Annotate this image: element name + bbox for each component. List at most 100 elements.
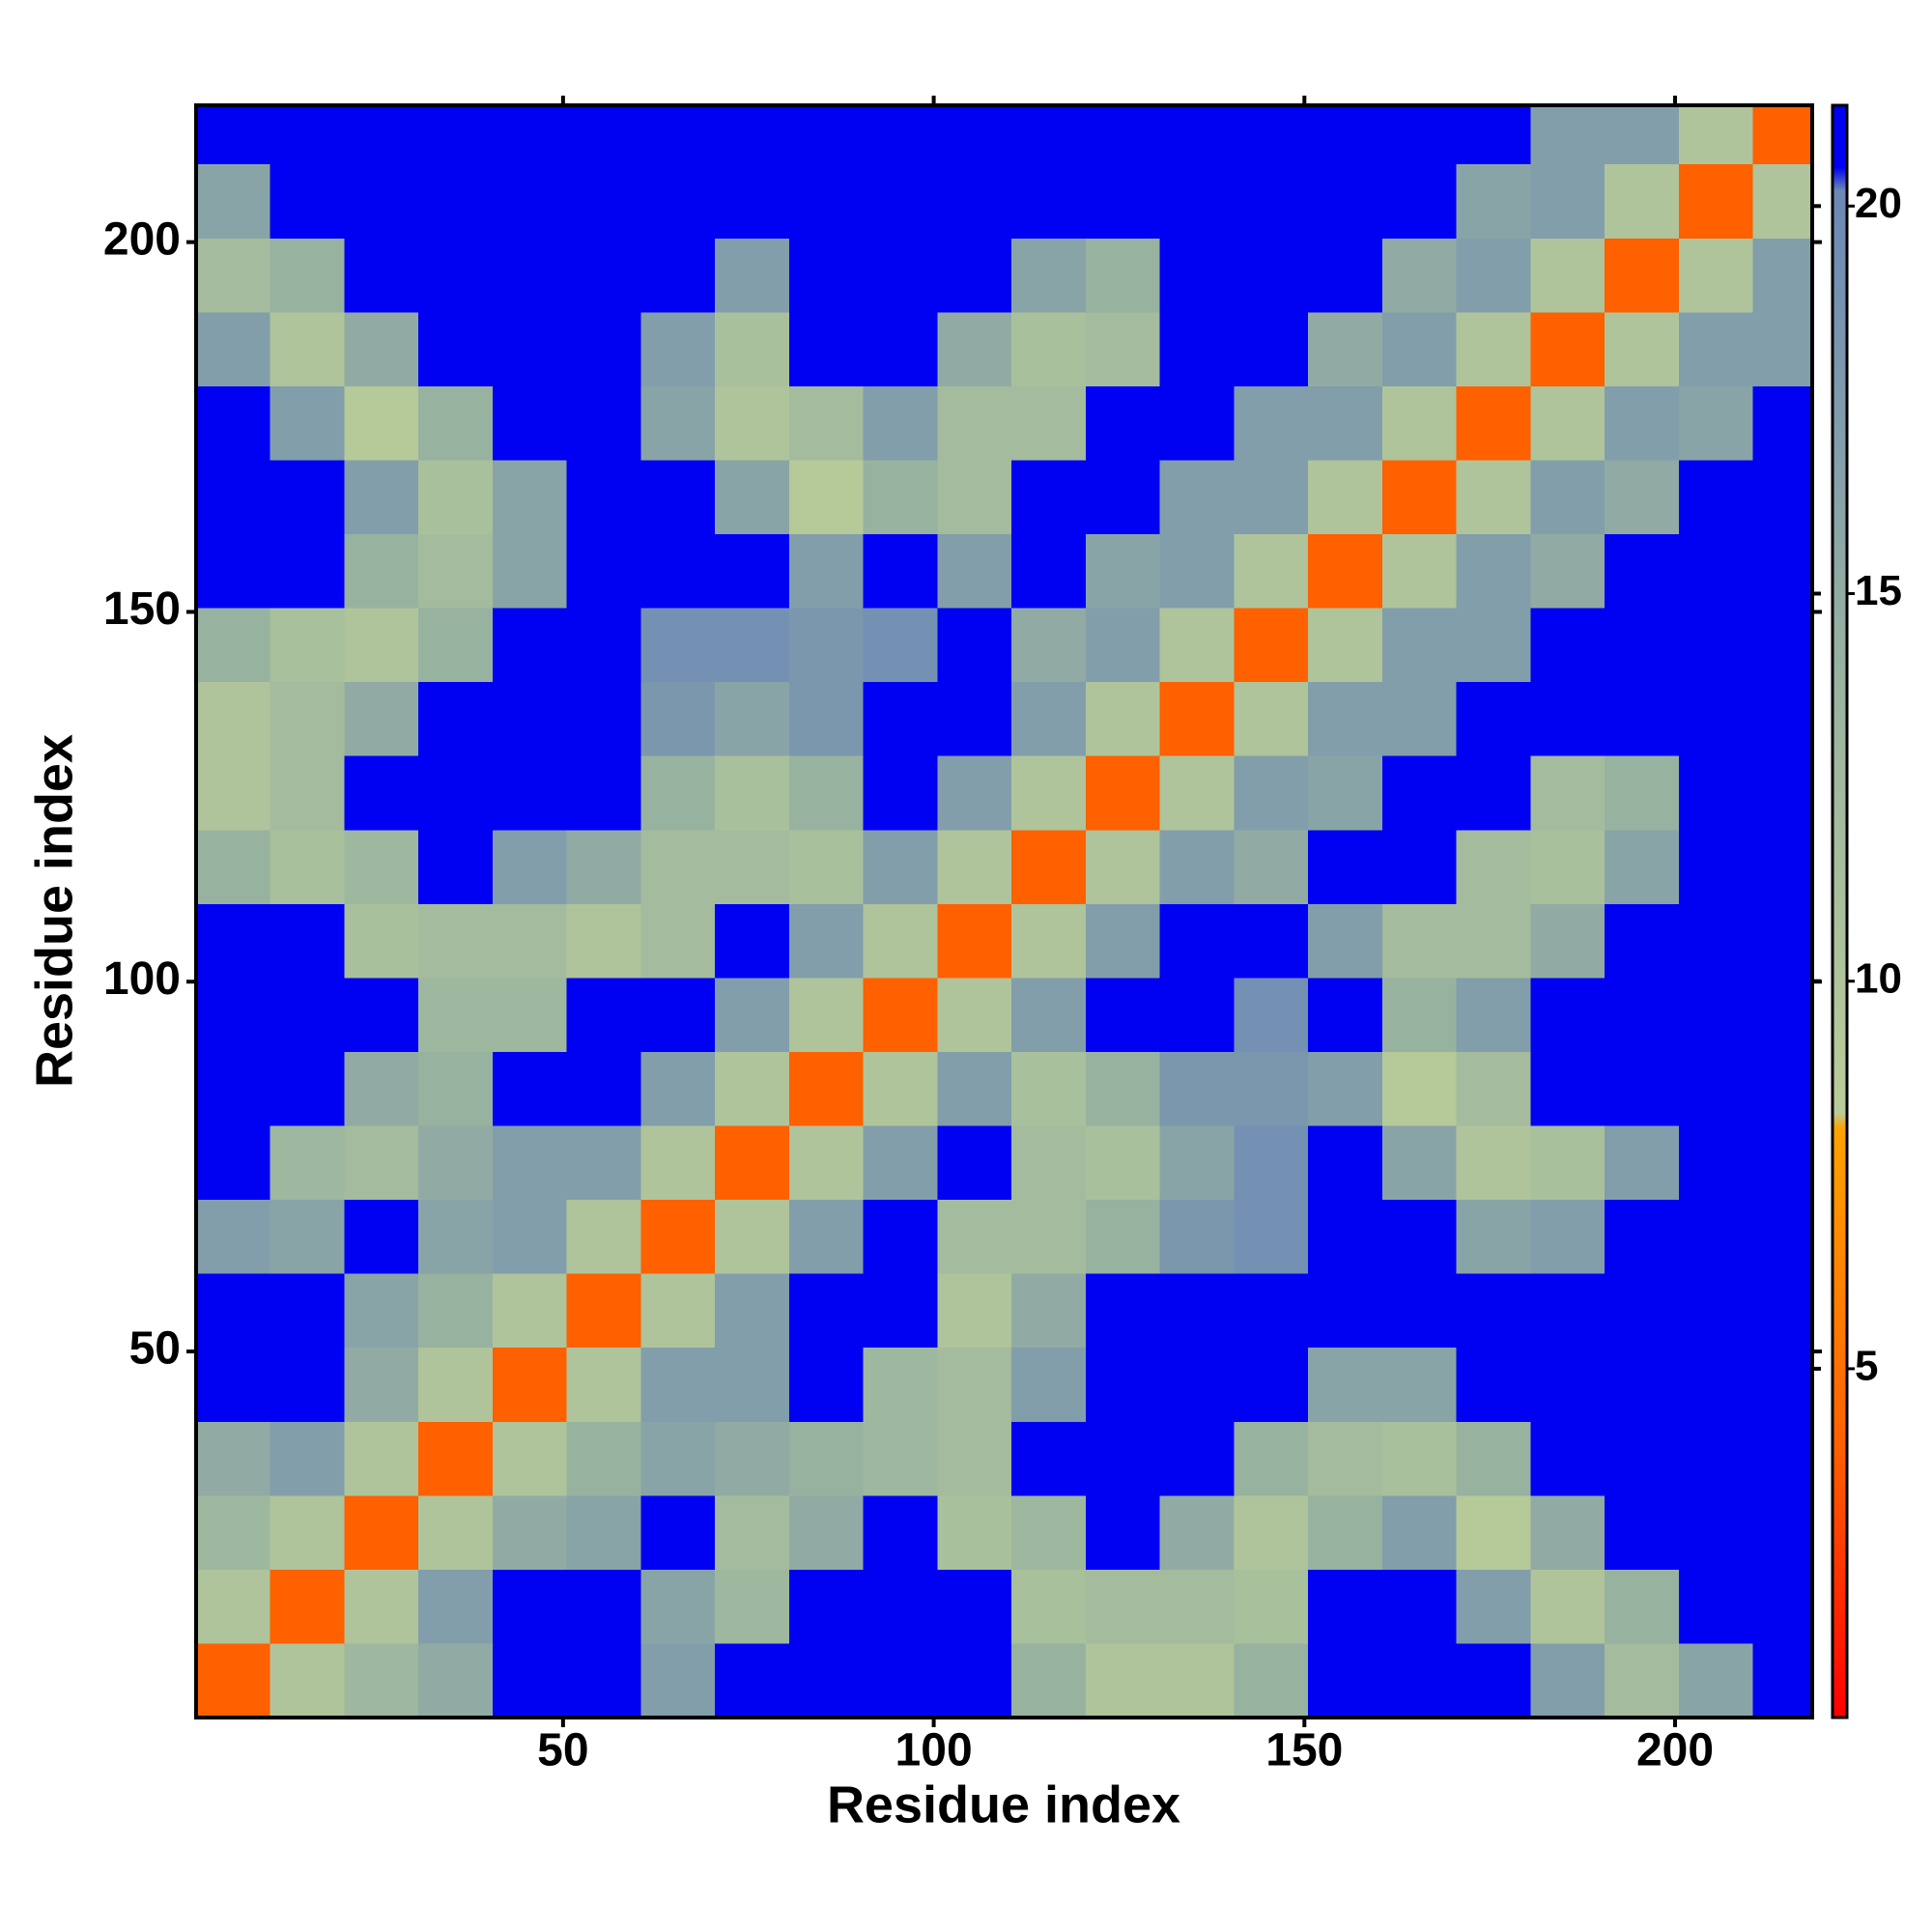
heatmap-cell [1308, 755, 1382, 831]
heatmap-cell [937, 460, 1012, 535]
heatmap-cell [1678, 1421, 1753, 1496]
heatmap-cell [1234, 1273, 1309, 1349]
heatmap-cell [1308, 1569, 1382, 1644]
heatmap-cell [788, 1421, 864, 1496]
heatmap-cell [418, 755, 493, 831]
heatmap-cell [1678, 1348, 1753, 1422]
heatmap-cell [937, 978, 1012, 1052]
heatmap-cell [1752, 1421, 1812, 1496]
heatmap-cell [270, 830, 345, 904]
heatmap-cell [1308, 105, 1382, 165]
heatmap-cell [1085, 978, 1160, 1052]
heatmap-cell [1530, 1495, 1605, 1570]
heatmap-cell [1085, 105, 1160, 165]
heatmap-cell [1011, 1200, 1086, 1274]
heatmap-cell [640, 1273, 716, 1349]
heatmap-cell [1381, 1200, 1457, 1274]
heatmap-cell [566, 312, 641, 386]
heatmap-cell [1752, 755, 1812, 831]
heatmap-cell [566, 460, 641, 535]
heatmap-cell [1456, 1495, 1531, 1570]
heatmap-cell [1308, 1125, 1382, 1201]
x-tick-label: 50 [537, 1725, 588, 1776]
heatmap-cell [863, 978, 938, 1052]
heatmap-cell [715, 1348, 789, 1422]
heatmap-cell [937, 312, 1012, 386]
heatmap-cell [640, 682, 716, 756]
heatmap-cell [863, 385, 938, 461]
heatmap-cell [1085, 608, 1160, 683]
heatmap-cell [1234, 460, 1309, 535]
heatmap-cell [1011, 682, 1086, 756]
heatmap-cell [1011, 755, 1086, 831]
x-tick-label: 150 [1265, 1725, 1343, 1776]
heatmap-cell [1605, 1200, 1679, 1274]
heatmap-cell [1530, 978, 1605, 1052]
heatmap-cell [863, 1051, 938, 1126]
heatmap-cell [418, 1273, 493, 1349]
heatmap-cell [196, 460, 270, 535]
heatmap-cell [418, 105, 493, 165]
heatmap-cell [1381, 1348, 1457, 1422]
heatmap-cell [1530, 238, 1605, 313]
heatmap-cell [1456, 682, 1531, 756]
heatmap-cell [566, 1421, 641, 1496]
colorbar-tick-label: 10 [1855, 954, 1902, 1002]
heatmap-cell [270, 978, 345, 1052]
heatmap-cell [1678, 1051, 1753, 1126]
heatmap-cell [788, 460, 864, 535]
heatmap-cell [1159, 1421, 1235, 1496]
heatmap-cell [863, 608, 938, 683]
heatmap-cell [344, 608, 419, 683]
heatmap-cell [492, 312, 567, 386]
heatmap-cell [1159, 978, 1235, 1052]
heatmap-cell [715, 1051, 789, 1126]
heatmap-cell [640, 903, 716, 979]
heatmap-cell [1456, 830, 1531, 904]
heatmap-cell [418, 164, 493, 239]
heatmap-cell [1085, 1125, 1160, 1201]
heatmap-cell [1085, 1495, 1160, 1570]
heatmap-cell [1159, 1348, 1235, 1422]
heatmap-cell [344, 755, 419, 831]
heatmap-cell [1605, 460, 1679, 535]
heatmap-cell [1234, 1200, 1309, 1274]
heatmap-cell [1381, 385, 1457, 461]
heatmap-cell [196, 830, 270, 904]
heatmap-cell [196, 1495, 270, 1570]
heatmap-cell [715, 1200, 789, 1274]
heatmap-cell [937, 1200, 1012, 1274]
heatmap-cell [492, 1643, 567, 1718]
heatmap-cell [1085, 385, 1160, 461]
heatmap-cell [1159, 1569, 1235, 1644]
heatmap-cell [1381, 105, 1457, 165]
heatmap-cell [1456, 1348, 1531, 1422]
heatmap-cell [344, 312, 419, 386]
heatmap-cell [863, 1643, 938, 1718]
heatmap-cell [1752, 1200, 1812, 1274]
x-tick-label: 100 [895, 1725, 973, 1776]
heatmap-cell [715, 903, 789, 979]
heatmap-cell [788, 1495, 864, 1570]
heatmap-cell [715, 978, 789, 1052]
heatmap-cell [788, 1643, 864, 1718]
heatmap-cell [1085, 903, 1160, 979]
heatmap-cell [715, 164, 789, 239]
heatmap-cell [788, 755, 864, 831]
heatmap-cell [566, 1125, 641, 1201]
heatmap-cell [492, 164, 567, 239]
heatmap-cell [1752, 1273, 1812, 1349]
heatmap-cell [492, 682, 567, 756]
heatmap-cell [1011, 460, 1086, 535]
heatmap-cell [1308, 903, 1382, 979]
heatmap-cell [1308, 1421, 1382, 1496]
heatmap-cell [715, 460, 789, 535]
heatmap-cell [640, 1200, 716, 1274]
heatmap-cell [715, 312, 789, 386]
heatmap-cell [1159, 1643, 1235, 1718]
heatmap-cell [937, 105, 1012, 165]
heatmap-cell [566, 903, 641, 979]
heatmap-cell [1234, 105, 1309, 165]
y-axis-title: Residue index [25, 734, 83, 1088]
